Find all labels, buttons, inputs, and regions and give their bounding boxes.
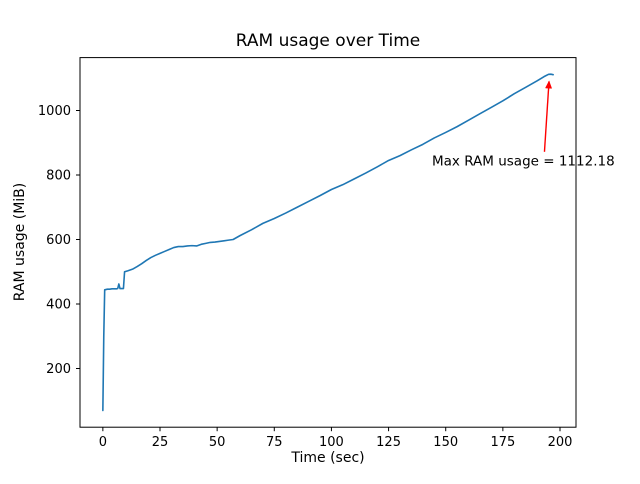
x-tick-label: 150 bbox=[433, 435, 458, 450]
axes-spines bbox=[79, 57, 577, 428]
x-tick-label: 0 bbox=[99, 435, 107, 450]
annotation-text: Max RAM usage = 1112.18 bbox=[432, 153, 615, 169]
x-tick-label: 75 bbox=[266, 435, 283, 450]
y-tick-label: 600 bbox=[46, 233, 71, 248]
plot-area: 0 25 50 75 100 125 150 175 200 200 400 600 800 1000 bbox=[38, 57, 577, 450]
y-tick-label: 400 bbox=[46, 298, 71, 313]
x-tick-label: 100 bbox=[319, 435, 344, 450]
y-tick-label: 800 bbox=[46, 168, 71, 183]
x-axis-label: Time (sec) bbox=[290, 450, 364, 466]
y-tick-label: 200 bbox=[46, 362, 71, 377]
x-tick-label: 200 bbox=[548, 435, 573, 450]
annotation-arrow bbox=[543, 80, 553, 152]
x-tick-label: 50 bbox=[209, 435, 226, 450]
y-tick-label: 1000 bbox=[38, 104, 71, 119]
x-tick-label: 175 bbox=[490, 435, 515, 450]
x-tick-label: 25 bbox=[152, 435, 169, 450]
chart-title: RAM usage over Time bbox=[236, 31, 420, 51]
line-series-ram bbox=[102, 73, 554, 412]
y-axis-label: RAM usage (MiB) bbox=[12, 183, 28, 301]
x-tick-label: 125 bbox=[376, 435, 401, 450]
